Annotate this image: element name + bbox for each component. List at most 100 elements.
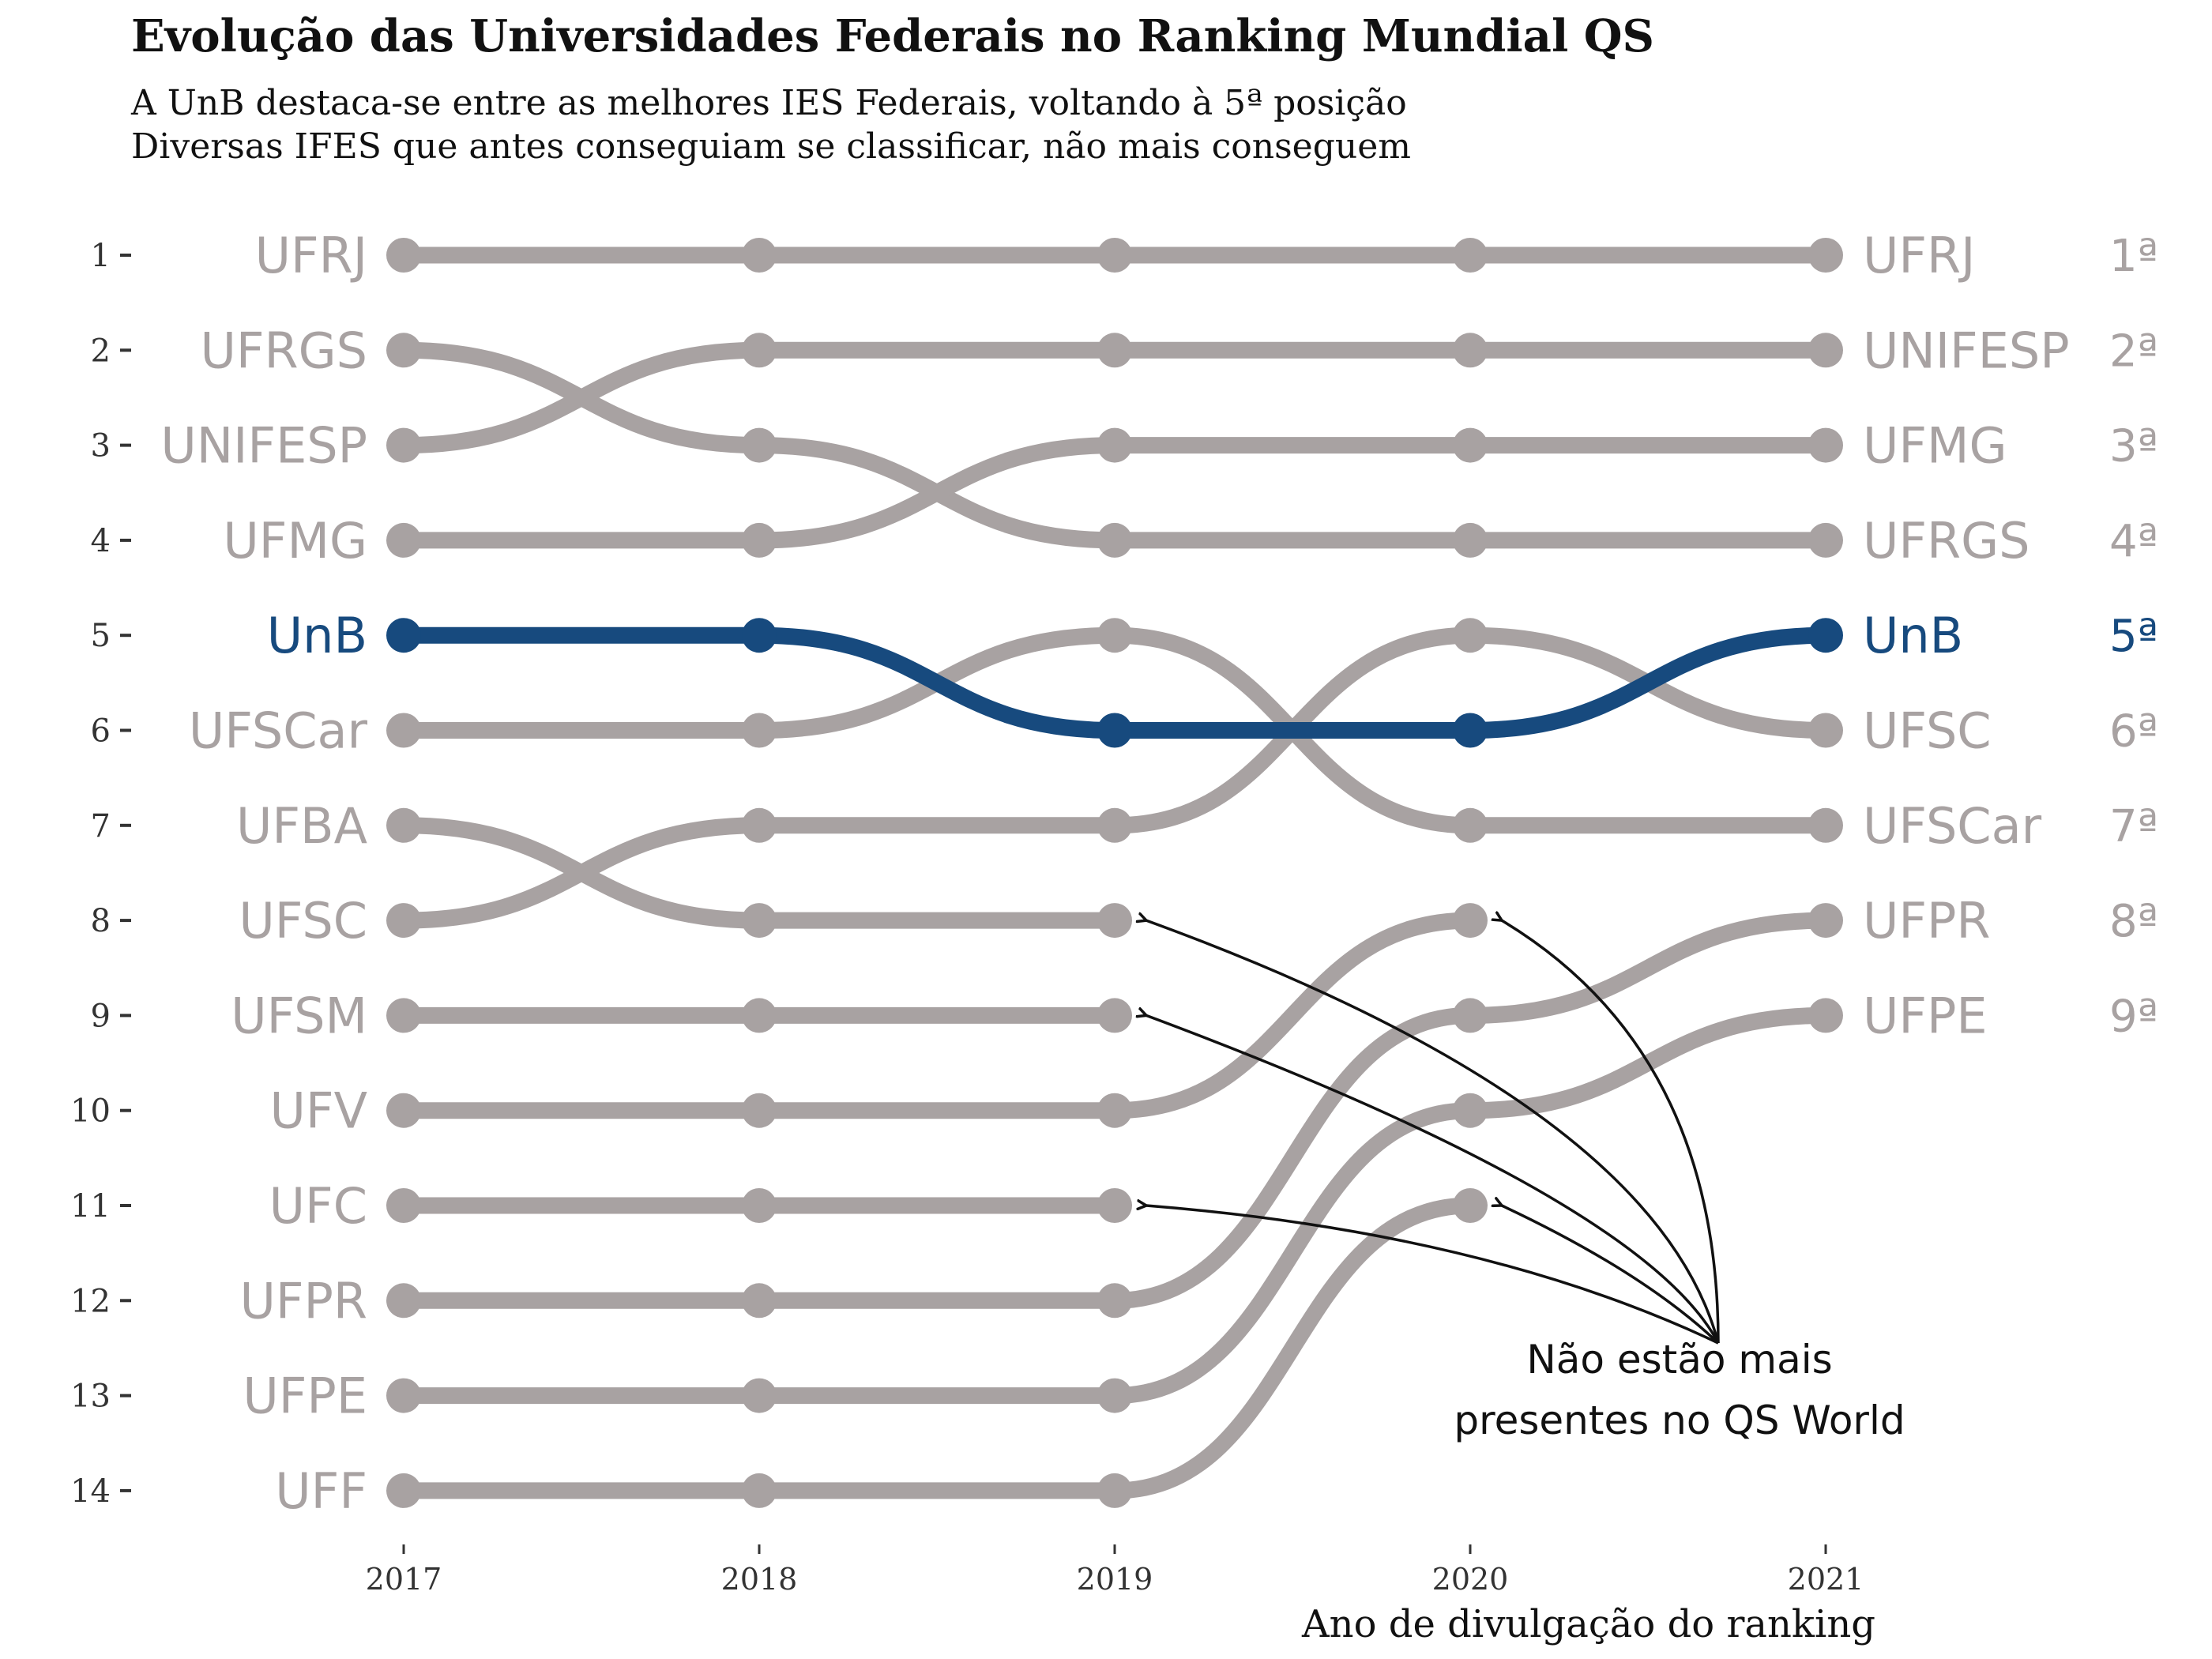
point-ufc [1097, 1188, 1132, 1223]
chart-subtitle-line-2: Diversas IFES que antes conseguiam se cl… [131, 126, 1411, 167]
point-ufpe [742, 1378, 777, 1413]
y-tick-label: 5 [91, 618, 111, 654]
left-label: UnB [267, 607, 367, 664]
left-label: UNIFESP [160, 417, 367, 475]
point-uff [742, 1473, 777, 1508]
y-tick-label: 1 [91, 238, 111, 274]
point-ufrgs [1097, 522, 1132, 558]
point-uff [1453, 1188, 1488, 1223]
y-tick-label: 14 [70, 1473, 111, 1510]
left-label: UFV [270, 1082, 367, 1140]
left-label: UFRGS [200, 322, 367, 379]
final-rank-labels: 1ª 2ª 3ª 4ª 5ª 6ª 7ª 8ª 9ª [2109, 231, 2158, 1042]
point-ufpr [742, 1283, 777, 1319]
y-tick-label: 2 [91, 333, 111, 369]
y-tick-label: 9 [91, 998, 111, 1034]
point-ufc [386, 1188, 421, 1223]
point-ufsc [742, 807, 777, 843]
point-ufv [386, 1093, 421, 1128]
point-ufc [742, 1188, 777, 1223]
y-tick-label: 11 [70, 1188, 111, 1224]
rank-label: 8ª [2109, 896, 2158, 947]
rank-label: 6ª [2109, 706, 2158, 758]
point-unb [386, 618, 421, 653]
y-tick-label: 4 [91, 523, 111, 559]
annotation-arrows [1146, 920, 1720, 1345]
point-unifesp [742, 333, 777, 368]
y-tick-label: 13 [70, 1379, 111, 1415]
left-label: UFRJ [255, 227, 367, 284]
point-uff [386, 1473, 421, 1508]
point-ufrj [1808, 238, 1843, 273]
rank-label: 4ª [2109, 516, 2158, 567]
left-label: UFSCar [189, 702, 368, 760]
right-institution-labels: UFRJ UNIFESP UFMG UFRGS UnB UFSC UFSCar UFPR UFP… [1863, 227, 2070, 1044]
annotation-arrow [1502, 1206, 1720, 1345]
point-ufscar [1097, 618, 1132, 653]
point-ufrj [1097, 238, 1132, 273]
point-unb [1453, 713, 1488, 748]
point-ufrgs [742, 427, 777, 463]
left-label: UFBA [236, 797, 367, 855]
point-ufv [742, 1093, 777, 1128]
point-unifesp [1453, 333, 1488, 368]
point-unifesp [386, 427, 421, 463]
point-ufba [742, 903, 777, 939]
line-segment-unb [1462, 626, 1834, 739]
line-segment-unifesp [395, 341, 768, 454]
line-segment-unb [750, 626, 1123, 739]
point-ufsc [1808, 713, 1843, 748]
rank-label: 7ª [2109, 801, 2158, 852]
point-ufsm [386, 998, 421, 1033]
chart-subtitle-line-1: A UnB destaca-se entre as melhores IES F… [130, 83, 1407, 123]
annotation-arrow [1502, 920, 1720, 1344]
x-tick-label: 2017 [366, 1562, 442, 1597]
point-ufrgs [1808, 522, 1843, 558]
point-ufrgs [386, 333, 421, 368]
annotation-arrow [1146, 920, 1720, 1344]
rank-label: 2ª [2109, 325, 2158, 377]
point-ufscar [1808, 807, 1843, 843]
y-tick-label: 12 [70, 1283, 111, 1319]
point-ufv [1453, 903, 1488, 939]
x-axis: 2017 2018 2019 2020 2021 [366, 1544, 1864, 1597]
left-institution-labels: UFRJ UFRGS UNIFESP UFMG UnB UFSCar UFBA UFSC UFS… [160, 227, 367, 1520]
left-label: UFSM [231, 987, 367, 1044]
right-label: UFPR [1863, 892, 1991, 950]
x-tick-label: 2019 [1077, 1562, 1153, 1597]
annotation-arrow [1146, 1015, 1720, 1344]
line-segment-ufmg [750, 437, 1123, 549]
point-ufmg [386, 522, 421, 558]
point-ufv [1097, 1093, 1132, 1128]
annotation-arrow [1146, 1206, 1719, 1345]
point-ufrgs [1453, 522, 1488, 558]
x-tick-label: 2020 [1432, 1562, 1509, 1597]
point-ufpe [1097, 1378, 1132, 1413]
series-points [386, 238, 1843, 1508]
point-ufrj [386, 238, 421, 273]
line-segment-ufpr [1462, 912, 1834, 1024]
point-ufrj [1453, 238, 1488, 273]
point-ufsc [1097, 807, 1132, 843]
x-tick-label: 2018 [721, 1562, 798, 1597]
right-label: UFPE [1863, 987, 1988, 1044]
right-label: UFRGS [1863, 512, 2030, 570]
point-unifesp [1097, 333, 1132, 368]
point-unb [1808, 618, 1843, 653]
point-unb [1097, 713, 1132, 748]
point-ufba [1097, 903, 1132, 939]
left-label: UFSC [239, 892, 367, 950]
point-ufpr [386, 1283, 421, 1319]
point-ufsc [1453, 618, 1488, 653]
point-ufscar [386, 713, 421, 748]
right-label: UFSCar [1863, 797, 2042, 855]
rank-label: 3ª [2109, 421, 2158, 472]
line-segment-ufv [1106, 912, 1479, 1119]
y-tick-label: 3 [91, 428, 111, 465]
point-unb [742, 618, 777, 653]
point-ufmg [742, 522, 777, 558]
x-tick-label: 2021 [1788, 1562, 1864, 1597]
right-label: UFMG [1863, 417, 2007, 475]
point-ufscar [1453, 807, 1488, 843]
